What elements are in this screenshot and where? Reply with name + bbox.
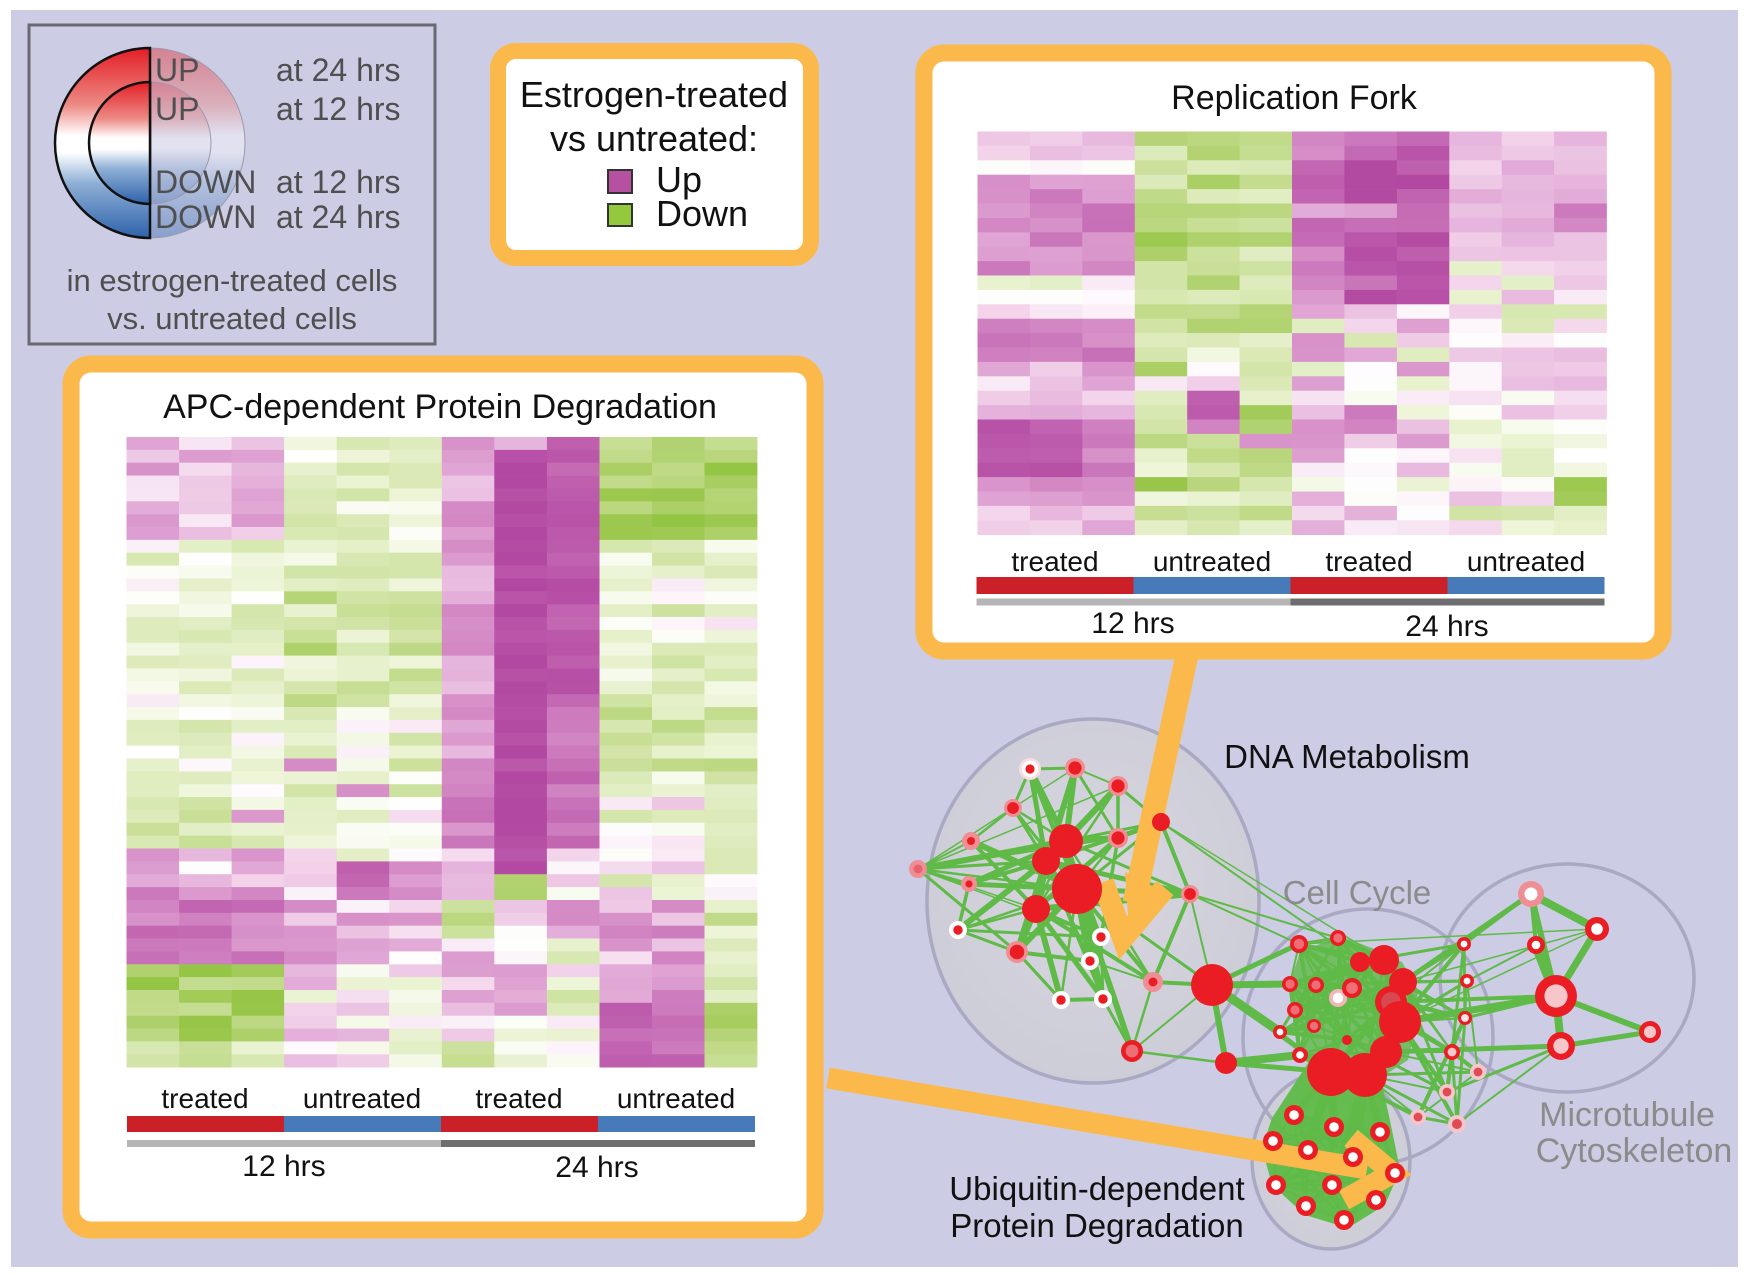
- svg-text:untreated: untreated: [1467, 546, 1585, 577]
- svg-text:Up: Up: [656, 159, 702, 200]
- svg-text:DOWN: DOWN: [155, 164, 256, 200]
- svg-text:in estrogen-treated cells: in estrogen-treated cells: [67, 263, 398, 298]
- svg-text:Protein Degradation: Protein Degradation: [950, 1207, 1244, 1244]
- svg-text:DNA Metabolism: DNA Metabolism: [1224, 738, 1470, 775]
- svg-text:vs. untreated cells: vs. untreated cells: [107, 301, 357, 336]
- svg-text:treated: treated: [1011, 546, 1098, 577]
- svg-text:untreated: untreated: [617, 1083, 735, 1114]
- svg-text:treated: treated: [161, 1083, 248, 1114]
- svg-text:Microtubule: Microtubule: [1539, 1096, 1715, 1134]
- svg-text:at 12 hrs: at 12 hrs: [276, 164, 401, 200]
- svg-text:APC-dependent Protein Degradat: APC-dependent Protein Degradation: [163, 388, 717, 426]
- svg-text:24 hrs: 24 hrs: [1405, 610, 1488, 643]
- svg-text:UP: UP: [155, 91, 199, 127]
- svg-text:Replication Fork: Replication Fork: [1171, 79, 1418, 117]
- svg-text:Cytoskeleton: Cytoskeleton: [1536, 1132, 1733, 1170]
- svg-text:Ubiquitin-dependent: Ubiquitin-dependent: [949, 1170, 1244, 1207]
- svg-text:12 hrs: 12 hrs: [1091, 607, 1174, 640]
- svg-text:Estrogen-treated: Estrogen-treated: [520, 74, 788, 115]
- svg-text:treated: treated: [1325, 546, 1412, 577]
- svg-text:at 24 hrs: at 24 hrs: [276, 52, 401, 88]
- svg-text:Cell Cycle: Cell Cycle: [1283, 874, 1432, 911]
- svg-text:untreated: untreated: [303, 1083, 421, 1114]
- svg-text:vs untreated:: vs untreated:: [550, 118, 758, 159]
- svg-text:untreated: untreated: [1153, 546, 1271, 577]
- svg-text:12 hrs: 12 hrs: [242, 1150, 325, 1183]
- svg-text:24 hrs: 24 hrs: [555, 1151, 638, 1184]
- svg-text:treated: treated: [475, 1083, 562, 1114]
- svg-text:DOWN: DOWN: [155, 199, 256, 235]
- svg-text:at 24 hrs: at 24 hrs: [276, 199, 401, 235]
- svg-text:Down: Down: [656, 193, 748, 234]
- svg-text:at 12 hrs: at 12 hrs: [276, 91, 401, 127]
- svg-text:UP: UP: [155, 52, 199, 88]
